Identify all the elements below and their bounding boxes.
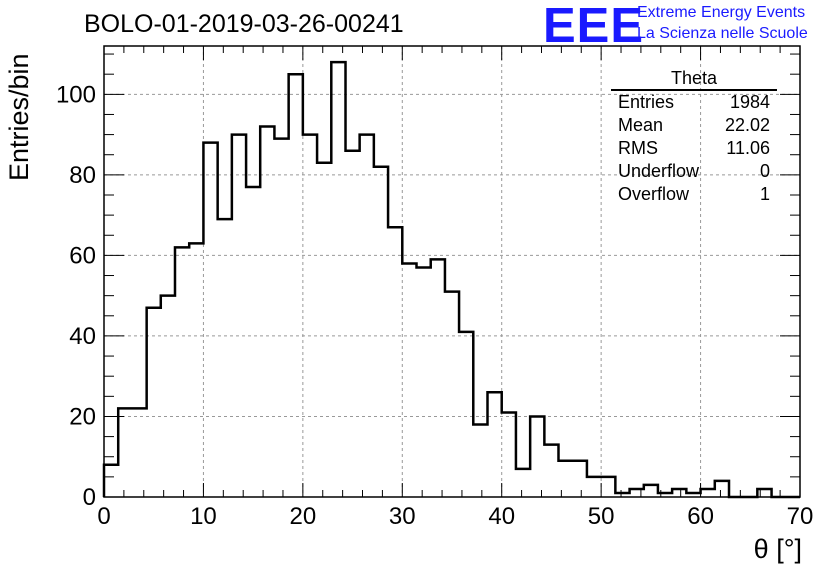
chart-title: BOLO-01-2019-03-26-00241 <box>84 10 404 38</box>
x-tick-label: 40 <box>488 503 515 530</box>
y-tick-label: 60 <box>69 242 96 269</box>
y-tick-label: 100 <box>56 81 96 108</box>
logo-line-1: Extreme Energy Events <box>637 4 806 21</box>
stats-box: Theta Entries 1984 Mean 22.02 RMS 11.06 Und… <box>611 67 777 206</box>
stats-row: Overflow 1 <box>611 183 777 206</box>
y-tick-label: 80 <box>69 162 96 189</box>
x-tick-label: 20 <box>290 503 317 530</box>
stats-value: 22.02 <box>724 115 770 135</box>
y-axis-label: Entries/bin <box>4 53 34 181</box>
stats-title: Theta <box>611 67 777 91</box>
eee-logo: EEE <box>543 0 645 53</box>
stats-row: Mean 22.02 <box>611 114 777 137</box>
x-axis-label: θ [°] <box>753 534 802 564</box>
y-tick-label: 0 <box>83 484 96 511</box>
y-tick-label: 20 <box>69 403 96 430</box>
stats-value: 1984 <box>729 92 770 112</box>
axes <box>103 45 801 498</box>
x-tick-label: 60 <box>687 503 714 530</box>
stats-label: Mean <box>618 115 664 135</box>
x-tick-label: 10 <box>190 503 217 530</box>
x-tick-label: 70 <box>787 503 814 530</box>
x-tick-label: 30 <box>389 503 416 530</box>
x-tick-label: 50 <box>588 503 615 530</box>
stats-row: Underflow 0 <box>611 160 777 183</box>
stats-row: RMS 11.06 <box>611 137 777 160</box>
stats-value: 1 <box>759 184 770 204</box>
plot-frame <box>103 45 801 498</box>
stats-label: Overflow <box>618 184 690 204</box>
stats-value: 0 <box>759 161 770 181</box>
logo-line-2: La Scienza nelle Scuole <box>637 25 808 42</box>
stats-label: RMS <box>618 138 658 158</box>
histogram-line <box>102 60 800 499</box>
stats-value: 11.06 <box>726 138 770 158</box>
stats-row: Entries 1984 <box>611 91 777 114</box>
grid-lines <box>104 46 800 497</box>
stats-label: Underflow <box>618 161 700 181</box>
stats-label: Entries <box>618 92 675 112</box>
y-tick-label: 40 <box>69 323 96 350</box>
x-tick-label: 0 <box>97 503 110 530</box>
